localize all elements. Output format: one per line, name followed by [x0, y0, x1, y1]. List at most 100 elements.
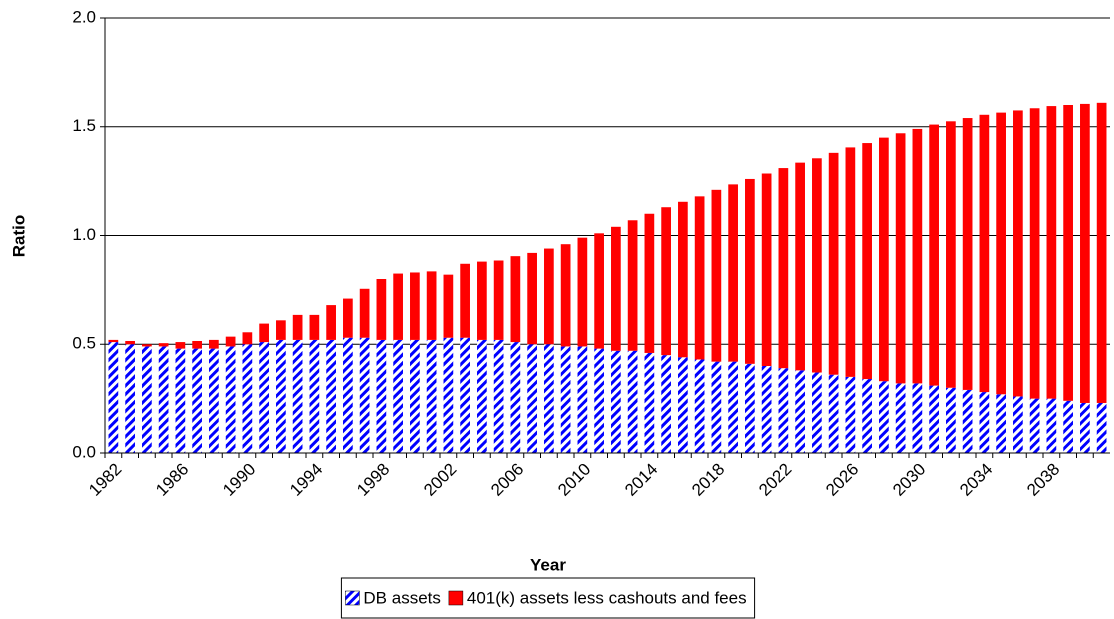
bar-segment: [359, 288, 370, 338]
bar-segment: [125, 340, 135, 345]
bar-segment: [962, 118, 973, 390]
bar-segment: [694, 359, 705, 453]
bar-segment: [962, 389, 973, 453]
bar-segment: [728, 361, 738, 453]
legend-box: [340, 577, 756, 619]
bar-segment: [393, 339, 403, 453]
bar-segment: [661, 355, 671, 453]
bar-segment: [1063, 400, 1073, 453]
bar-segment: [510, 342, 521, 453]
bar-segment: [845, 147, 856, 377]
bar-segment: [326, 305, 336, 340]
bar-segment: [209, 339, 219, 349]
bar-segment: [996, 112, 1006, 395]
bar-segment: [108, 342, 119, 453]
x-tick-label: 2010: [554, 460, 594, 500]
bar-segment: [678, 357, 688, 453]
bar-segment: [175, 342, 186, 349]
bar-segment: [510, 256, 521, 343]
bar-segment: [1096, 402, 1107, 453]
legend: DB assets 401(k) assets less cashouts and…: [340, 577, 756, 619]
bar-segment: [259, 342, 269, 453]
bar-segment: [1029, 398, 1040, 453]
bar-segment: [158, 346, 169, 453]
bar-segment: [1096, 102, 1107, 403]
bar-segment: [745, 363, 755, 453]
bar-segment: [711, 361, 722, 453]
bar-segment: [661, 207, 671, 356]
bar-segment: [611, 226, 621, 351]
bar-segment: [309, 314, 320, 340]
y-tick-label: 1.0: [72, 225, 96, 244]
bar-segment: [560, 346, 571, 453]
bar-segment: [895, 133, 906, 384]
bar-segment: [946, 387, 956, 453]
y-tick-label: 2.0: [72, 7, 96, 26]
bar-segment: [862, 143, 872, 380]
bar-segment: [1063, 105, 1073, 401]
bar-segment: [410, 339, 420, 453]
bar-segment: [644, 352, 655, 453]
bar-segment: [460, 337, 470, 453]
bar-segment: [761, 173, 772, 366]
bar-segment: [209, 348, 219, 453]
x-tick-label: 2006: [487, 460, 527, 500]
x-tick-label: 2002: [420, 460, 460, 500]
x-tick-label: 2026: [822, 460, 862, 500]
bar-segment: [460, 263, 470, 338]
y-tick-label: 1.5: [72, 116, 96, 135]
bar-segment: [778, 168, 789, 369]
bar-segment: [678, 201, 688, 358]
bar-segment: [594, 233, 604, 349]
y-tick-label: 0.5: [72, 334, 96, 353]
legend-swatch: [345, 590, 360, 606]
x-tick-label: 2018: [688, 460, 728, 500]
bar-segment: [359, 337, 370, 453]
bar-segment: [828, 152, 839, 375]
bar-segment: [443, 337, 454, 453]
bar-segment: [477, 339, 487, 453]
x-tick-label: 1994: [286, 460, 326, 500]
bar-segment: [142, 346, 152, 453]
bar-segment: [1013, 110, 1023, 397]
bar-segment: [979, 114, 990, 393]
bar-segment: [1046, 398, 1057, 453]
bar-segment: [343, 337, 353, 453]
bar-segment: [276, 320, 286, 340]
bar-segment: [862, 379, 872, 453]
bar-segment: [376, 339, 387, 453]
bar-segment: [577, 346, 588, 453]
bar-segment: [979, 392, 990, 453]
bar-segment: [694, 196, 705, 360]
bar-segment: [225, 336, 236, 347]
x-tick-label: 2022: [755, 460, 795, 500]
bar-segment: [996, 394, 1006, 453]
bar-segment: [611, 350, 621, 453]
bar-segment: [778, 368, 789, 453]
bar-segment: [929, 124, 939, 386]
bar-segment: [879, 381, 889, 453]
bar-segment: [1013, 396, 1023, 453]
x-tick-label: 2030: [889, 460, 929, 500]
bar-segment: [426, 339, 437, 453]
bar-segment: [912, 383, 923, 453]
bar-segment: [410, 272, 420, 340]
x-axis-title: Year: [530, 555, 566, 574]
y-tick-label: 0.0: [72, 442, 96, 461]
bar-segment: [192, 340, 202, 349]
bar-segment: [175, 348, 186, 453]
bar-segment: [1080, 103, 1090, 403]
bar-segment: [795, 370, 805, 453]
y-axis-title: Ratio: [9, 215, 28, 258]
bar-segment: [242, 332, 253, 345]
bar-segment: [745, 178, 755, 364]
bar-segment: [527, 344, 537, 453]
bar-segment: [477, 261, 487, 340]
bar-segment: [828, 374, 839, 453]
bar-segment: [577, 237, 588, 347]
bar-segment: [292, 339, 303, 453]
bar-segment: [544, 248, 554, 345]
bar-segment: [1029, 108, 1040, 399]
x-tick-label: 1990: [219, 460, 259, 500]
